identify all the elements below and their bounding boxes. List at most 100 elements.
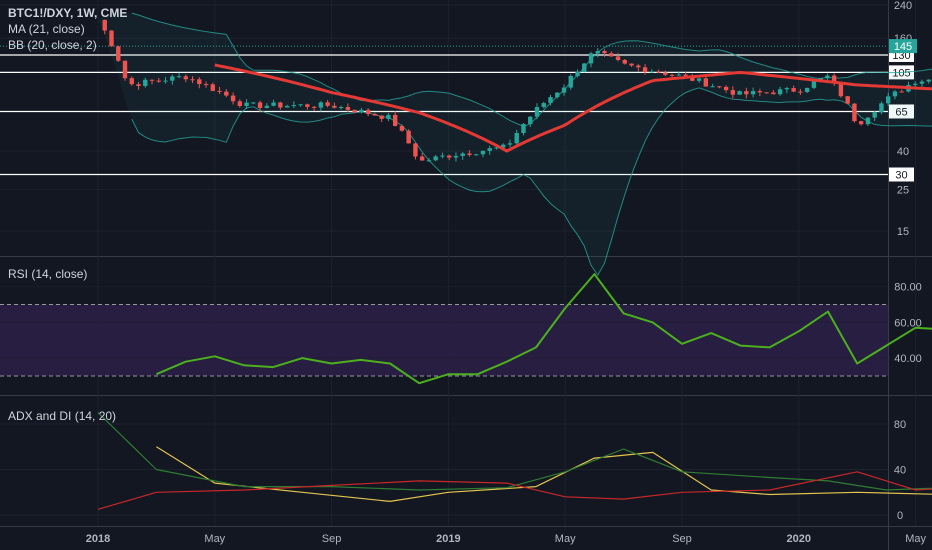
candle-body xyxy=(183,76,188,80)
rsi-legend[interactable]: RSI (14, close) xyxy=(8,267,88,281)
candle-body xyxy=(784,88,790,90)
candle-body xyxy=(271,102,276,106)
candle-body xyxy=(487,148,492,151)
candle-body xyxy=(858,121,864,125)
candle-body xyxy=(798,91,803,93)
candle-body xyxy=(636,65,641,68)
candle-body xyxy=(723,86,729,91)
candle-body xyxy=(433,156,438,161)
di-plus-line xyxy=(97,412,932,491)
candle-body xyxy=(521,124,526,133)
candle-body xyxy=(453,155,459,158)
candle-body xyxy=(575,71,580,76)
level-tag-text: 30 xyxy=(895,170,907,182)
candle-body xyxy=(406,130,411,144)
level-tag-text: 65 xyxy=(895,106,907,118)
candle-body xyxy=(426,160,432,162)
candle-body xyxy=(116,46,121,61)
candle-body xyxy=(237,101,243,106)
candle-body xyxy=(359,109,364,113)
candle-body xyxy=(379,115,384,119)
rsi-band-fill xyxy=(0,304,888,376)
candle-body xyxy=(251,102,256,104)
candle-body xyxy=(737,91,742,95)
candle-body xyxy=(446,155,452,158)
candle-body xyxy=(494,147,499,149)
bb-legend[interactable]: BB (20, close, 2) xyxy=(8,38,97,52)
rsi-line xyxy=(156,273,932,385)
candle-body xyxy=(703,78,709,87)
candle-body xyxy=(777,89,783,95)
candle-body xyxy=(392,114,398,126)
symbol-title[interactable]: BTC1!/DXY, 1W, CME xyxy=(8,6,128,20)
candle-body xyxy=(156,80,161,82)
x-tick-label: 2019 xyxy=(436,533,460,545)
candle-body xyxy=(528,116,533,125)
candle-body xyxy=(690,75,695,81)
candle-body xyxy=(622,59,627,64)
candle-body xyxy=(325,102,330,106)
di-minus-line xyxy=(97,471,932,510)
candle-body xyxy=(230,95,236,102)
bb-upper xyxy=(131,12,932,128)
candle-body xyxy=(501,144,506,148)
candle-body xyxy=(710,86,715,88)
x-tick-label: 2018 xyxy=(86,533,110,545)
candle-body xyxy=(757,91,763,93)
candle-body xyxy=(203,84,209,86)
candle-body xyxy=(582,63,587,72)
candle-body xyxy=(440,155,445,157)
candle-body xyxy=(926,79,931,82)
candle-body xyxy=(649,71,655,73)
bollinger-bands xyxy=(98,11,932,277)
candle-body xyxy=(663,72,668,75)
x-tick-label: May xyxy=(905,533,926,545)
candle-body xyxy=(899,91,904,93)
candle-body xyxy=(197,79,202,85)
x-tick-label: Sep xyxy=(672,533,692,545)
candle-body xyxy=(683,74,688,76)
candle-body xyxy=(284,105,290,108)
candle-body xyxy=(872,112,877,118)
price-y-tick: 40 xyxy=(897,146,909,158)
candle-body xyxy=(615,56,621,60)
candle-body xyxy=(865,117,871,125)
x-tick-label: May xyxy=(555,533,576,545)
candle-body xyxy=(744,91,749,95)
adx-pane: 80 40 0 xyxy=(0,412,932,522)
candle-body xyxy=(386,114,391,119)
candle-body xyxy=(332,105,337,108)
candle-body xyxy=(804,87,810,92)
adx-y-tick: 80 xyxy=(894,419,906,431)
candle-body xyxy=(244,102,249,106)
candle-body xyxy=(210,84,216,91)
x-tick-label: 2020 xyxy=(787,533,811,545)
candle-body xyxy=(467,153,472,155)
candle-body xyxy=(771,92,776,95)
candle-body xyxy=(811,81,817,88)
candle-body xyxy=(163,80,168,82)
adx-legend[interactable]: ADX and DI (14, 20) xyxy=(8,409,117,423)
candle-body xyxy=(561,87,567,93)
rsi-pane: 80.00 60.00 40.00 xyxy=(0,273,932,385)
candle-body xyxy=(136,84,141,87)
candle-body xyxy=(372,114,378,116)
candle-body xyxy=(474,154,479,156)
ma-legend[interactable]: MA (21, close) xyxy=(8,22,85,36)
candle-body xyxy=(642,67,648,73)
candle-body xyxy=(122,60,128,79)
candle-body xyxy=(669,74,675,76)
bb-fill xyxy=(98,11,932,276)
candle-body xyxy=(480,150,486,155)
candle-body xyxy=(534,107,540,117)
candle-body xyxy=(217,90,222,92)
candle-body xyxy=(291,105,297,107)
candle-body xyxy=(278,102,283,108)
candle-body xyxy=(257,102,263,108)
candle-body xyxy=(750,91,756,95)
candle-body xyxy=(264,105,270,108)
candle-body xyxy=(305,104,310,107)
candle-body xyxy=(514,132,519,144)
adx-y-tick: 0 xyxy=(897,510,903,522)
